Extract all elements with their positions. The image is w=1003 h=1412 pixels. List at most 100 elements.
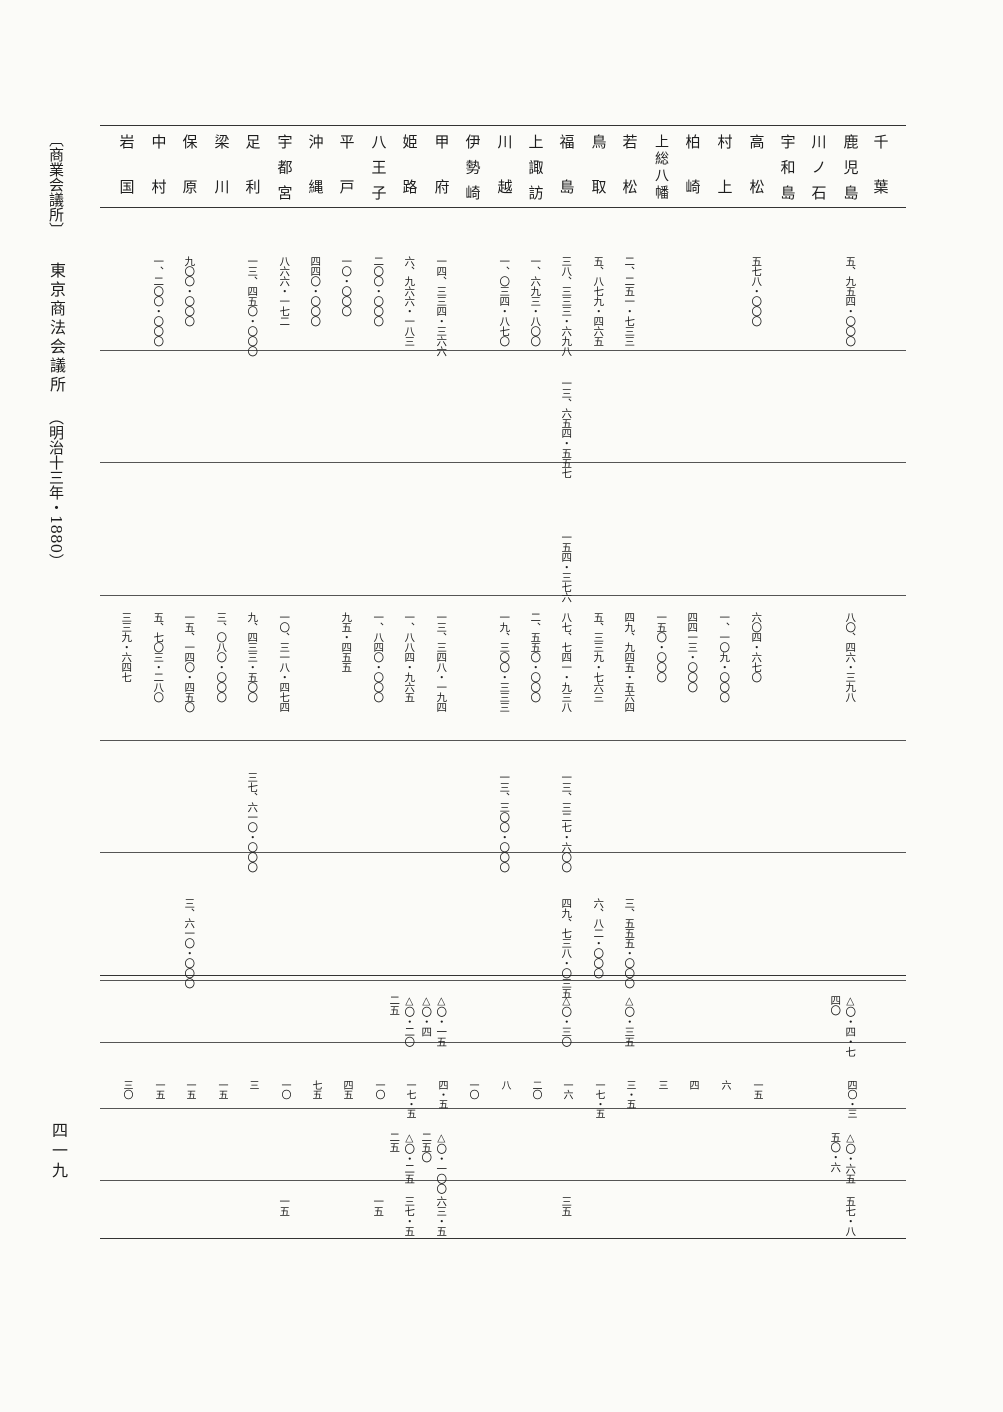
table-cell: 一五 (216, 1080, 227, 1099)
era-text: （明治十三年・1880） (47, 410, 65, 569)
table-cell: 一三、六五四・五五七 (560, 378, 573, 478)
row-divider-4 (100, 740, 906, 741)
place-name: 福島 (557, 134, 576, 224)
table-cell: 四〇 (829, 995, 842, 1015)
table-cell: 一三、四五〇・〇〇〇 (246, 256, 259, 356)
table-cell: △〇・二〇 (403, 995, 416, 1047)
table-cell: 九五・四五五 (340, 612, 353, 672)
table-cell: 一三、三〇〇・〇〇〇 (498, 772, 511, 872)
table-cell: 八〇、四六・三九八 (844, 612, 857, 702)
table-cell: 一、二〇〇・〇〇〇 (152, 256, 165, 346)
place-name: 梁川 (212, 134, 231, 224)
page-number: 四一九 (49, 1122, 68, 1182)
table-cell: 二五〇 (420, 1132, 433, 1162)
row-divider-7 (100, 980, 906, 981)
table-cell: 一五、一四〇・四五〇 (183, 612, 196, 712)
row-divider-1 (100, 350, 906, 351)
table-cell: 一五 (372, 1196, 385, 1216)
place-name: 川ノ石 (809, 134, 828, 211)
place-name: 鳥取 (589, 134, 608, 224)
place-name: 千葉 (871, 134, 890, 224)
table-cell: 一〇 (467, 1080, 478, 1099)
table-cell: 三七・五 (403, 1196, 416, 1236)
table-cell: 一三、三四八・一九四 (435, 612, 448, 712)
table-cell: △〇・三五 (623, 995, 636, 1047)
table-bottom-rule (100, 1238, 906, 1239)
place-name: 若松 (620, 134, 639, 224)
table-cell: 一五 (278, 1196, 291, 1216)
table-cell: 四 (687, 1080, 698, 1090)
place-name: 柏崎 (683, 134, 702, 224)
table-cell: △〇・一五 (435, 995, 448, 1047)
place-name: 甲府 (432, 134, 451, 224)
place-name: 姫路 (400, 134, 419, 224)
table-cell: 八六六・一七二 (278, 256, 291, 326)
table-cell: 一〇、三一八・四七四 (278, 612, 291, 712)
table-cell: 三七、六一〇・〇〇〇 (246, 772, 259, 872)
place-name: 足利 (243, 134, 262, 224)
table-cell: △〇・三〇 (560, 995, 573, 1047)
table-cell: 一七・五 (404, 1080, 415, 1118)
place-name: 村上 (715, 134, 734, 224)
table-cell: 一、〇三四・八七〇 (498, 256, 511, 346)
table-cell: 五、九五四・〇〇〇 (844, 256, 857, 346)
table-cell: 一五 (153, 1080, 164, 1099)
row-divider-2 (100, 462, 906, 463)
table-cell: 一五〇・〇〇〇 (655, 612, 668, 682)
table-cell: △〇・六五 (844, 1132, 857, 1184)
table-cell: 五〇・六 (829, 1132, 842, 1172)
table-cell: 六、九六六・一八三 (403, 256, 416, 346)
table-cell: 一〇 (373, 1080, 384, 1099)
place-name: 鹿児島 (841, 134, 860, 211)
table-cell: 二五 (388, 1132, 401, 1152)
table-cell: 三三九・六四七 (120, 612, 133, 682)
table-cell: 四・五 (436, 1080, 447, 1109)
table-cell: △〇・一〇〇 (435, 1132, 448, 1194)
table-cell: 四四〇・〇〇〇 (309, 256, 322, 326)
place-name: 高松 (747, 134, 766, 224)
document-title: 東京商法会議所 (47, 262, 66, 395)
table-cell: 一六 (561, 1080, 572, 1099)
row-divider-3 (100, 595, 906, 596)
table-cell: 二〇〇・〇〇〇 (372, 256, 385, 326)
place-name: 宇和島 (778, 134, 797, 211)
table-cell: 五七八・〇〇〇 (750, 256, 763, 326)
table-cell: △〇・二五 (403, 1132, 416, 1184)
table-cell: 一九、三〇〇・三三三 (498, 612, 511, 712)
table-cell: 一五 (751, 1080, 762, 1099)
table-cell: 二五 (388, 995, 401, 1015)
place-name: 八王子 (369, 134, 388, 211)
table-header-rule (100, 207, 906, 208)
table-cell: 三 (247, 1080, 258, 1090)
place-name: 保原 (180, 134, 199, 224)
table-cell: 五七・八 (844, 1196, 857, 1236)
place-name: 沖縄 (306, 134, 325, 224)
table-cell: 三・五 (624, 1080, 635, 1109)
place-name: 岩国 (117, 134, 136, 224)
table-cell: 四五 (341, 1080, 352, 1099)
table-cell: 四〇・三 (845, 1080, 856, 1118)
table-cell: 一、六九三・八〇〇 (529, 256, 542, 346)
era-label: （明治十三年・1880） (47, 410, 65, 569)
row-divider-10 (100, 1180, 906, 1181)
table-cell: 三、〇八〇・〇〇〇 (215, 612, 228, 702)
row-divider-9 (100, 1108, 906, 1109)
table-cell: 一五 (184, 1080, 195, 1099)
table-cell: 一五四・三七六 (560, 532, 573, 602)
table-cell: 一四、三三四・三六六 (435, 256, 448, 356)
table-cell: 二、五五〇・〇〇〇 (529, 612, 542, 702)
table-cell: 一〇 (279, 1080, 290, 1099)
table-cell: 三、六一〇・〇〇〇 (183, 898, 196, 988)
place-name: 宇都宮 (275, 134, 294, 211)
table-cell: 四九、九四五・五六四 (623, 612, 636, 712)
place-name: 中村 (149, 134, 168, 224)
table-cell: △〇・四・七 (844, 995, 857, 1057)
table-cell: 七五 (310, 1080, 321, 1099)
table-cell: 一三、三二七・六〇〇 (560, 772, 573, 872)
table-cell: 八 (499, 1080, 510, 1090)
table-cell: 三 (656, 1080, 667, 1090)
table-cell: 四九、七三八・〇三五 (560, 898, 573, 998)
table-cell: △〇・四 (420, 995, 433, 1037)
table-cell: 八七、七四一・九三八 (560, 612, 573, 712)
table-cell: 一、八四〇・〇〇〇 (372, 612, 385, 702)
